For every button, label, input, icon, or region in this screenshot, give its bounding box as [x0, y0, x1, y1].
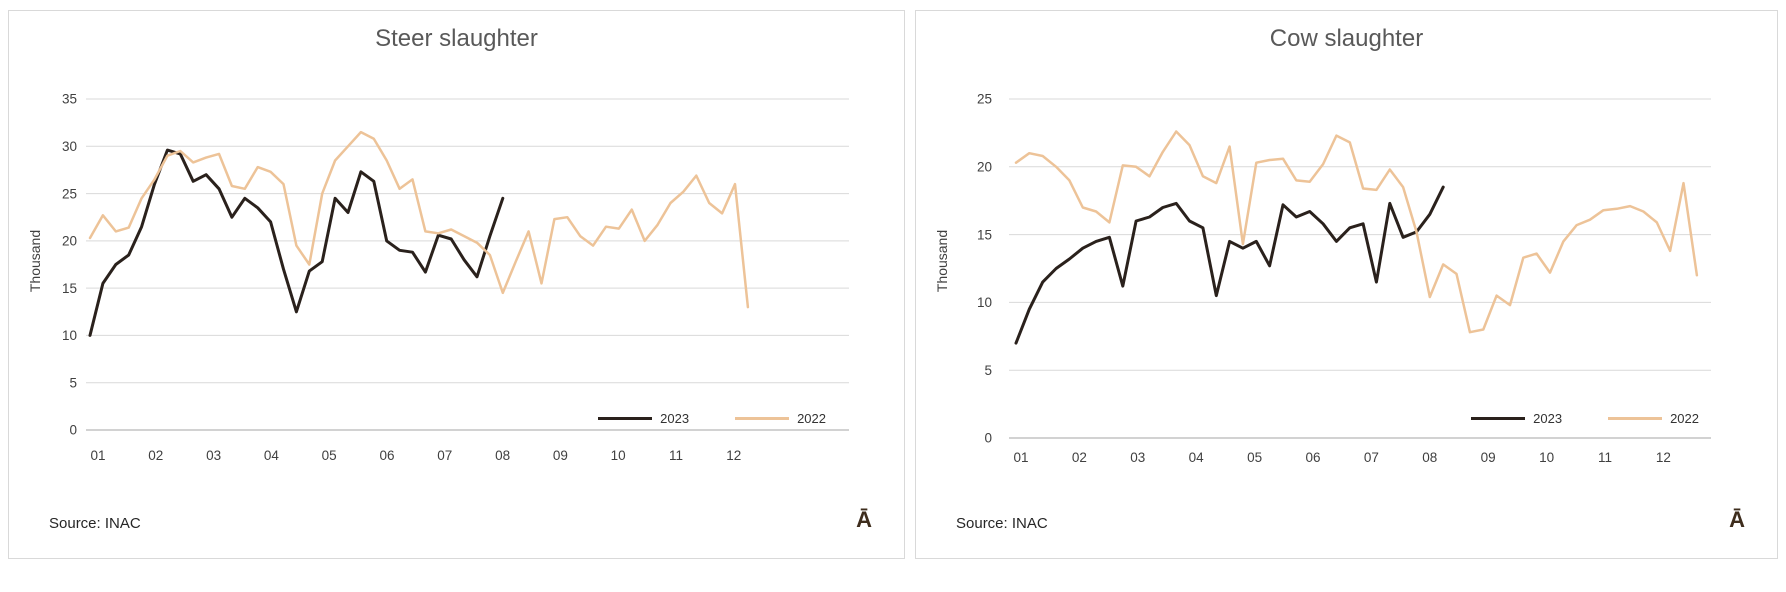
x-tick-label: 03 — [206, 448, 221, 463]
corner-symbol: Ā — [856, 507, 872, 532]
source-note: Source: INAC — [956, 515, 1048, 532]
legend: 2023 2022 — [1471, 411, 1699, 426]
legend-line-2023-swatch — [1471, 417, 1526, 420]
x-tick-label: 03 — [1130, 450, 1145, 465]
x-tick-label: 09 — [553, 448, 568, 463]
x-tick-label: 11 — [1598, 450, 1612, 465]
x-tick-label: 02 — [1072, 450, 1087, 465]
legend-label-2023: 2023 — [660, 411, 690, 426]
legend-line-2022-swatch — [1608, 417, 1663, 420]
source-note: Source: INAC — [49, 515, 141, 532]
y-tick-label: 25 — [62, 186, 77, 201]
steer-chart-panel: Steer slaughter Thousand 0 5 10 15 20 25 30 35 0… — [8, 10, 905, 559]
x-tick-label: 09 — [1481, 450, 1496, 465]
y-tick-label: 20 — [62, 234, 77, 249]
series-line-2023 — [1014, 185, 1445, 345]
chart-title: Cow slaughter — [1269, 25, 1424, 52]
chart-title: Steer slaughter — [375, 25, 538, 52]
x-tick-label: 04 — [264, 448, 280, 463]
x-tick-label: 10 — [1539, 450, 1554, 465]
x-tick-label: 01 — [90, 448, 105, 463]
x-tick-label: 02 — [148, 448, 163, 463]
y-tick-label: 10 — [62, 328, 77, 343]
x-tick-label: 06 — [379, 448, 394, 463]
x-tick-label: 07 — [437, 448, 452, 463]
x-tick-label: 04 — [1189, 450, 1205, 465]
x-tick-label: 12 — [726, 448, 741, 463]
x-tick-label: 07 — [1364, 450, 1379, 465]
y-tick-label: 5 — [69, 375, 77, 390]
x-tick-label: 01 — [1013, 450, 1028, 465]
legend-label-2022: 2022 — [1670, 411, 1699, 426]
x-tick-label: 06 — [1305, 450, 1320, 465]
y-tick-label: 15 — [62, 281, 77, 296]
cow-chart-panel: Cow slaughter Thousand 0 5 10 15 20 25 01 02 03 0… — [915, 10, 1778, 559]
y-tick-label: 10 — [977, 295, 992, 310]
legend-label-2022: 2022 — [797, 411, 826, 426]
legend-item-2023: 2023 — [1471, 411, 1562, 426]
y-tick-label: 35 — [62, 92, 77, 107]
x-tick-label: 12 — [1656, 450, 1671, 465]
x-tick-label: 11 — [669, 448, 683, 463]
legend-line-2023-swatch — [598, 417, 653, 420]
x-tick-label: 05 — [1247, 450, 1262, 465]
y-tick-label: 0 — [984, 431, 992, 446]
x-tick-label: 05 — [322, 448, 337, 463]
y-tick-label: 5 — [984, 363, 992, 378]
x-tick-label: 08 — [1422, 450, 1437, 465]
x-tick-label: 08 — [495, 448, 510, 463]
y-tick-label: 20 — [977, 160, 992, 175]
y-tick-label: 0 — [69, 423, 77, 438]
y-tick-label: 30 — [62, 139, 77, 154]
y-tick-label: 25 — [977, 92, 992, 107]
legend-item-2022: 2022 — [1608, 411, 1699, 426]
corner-symbol: Ā — [1729, 507, 1745, 532]
series-line-2022 — [88, 130, 750, 309]
series-line-2022 — [1014, 130, 1699, 334]
legend-item-2022: 2022 — [735, 411, 826, 426]
legend-label-2023: 2023 — [1533, 411, 1563, 426]
y-tick-label: 15 — [977, 227, 992, 242]
legend: 2023 2022 — [598, 411, 826, 426]
x-tick-label: 10 — [611, 448, 626, 463]
legend-item-2023: 2023 — [598, 411, 689, 426]
legend-line-2022-swatch — [735, 417, 790, 420]
